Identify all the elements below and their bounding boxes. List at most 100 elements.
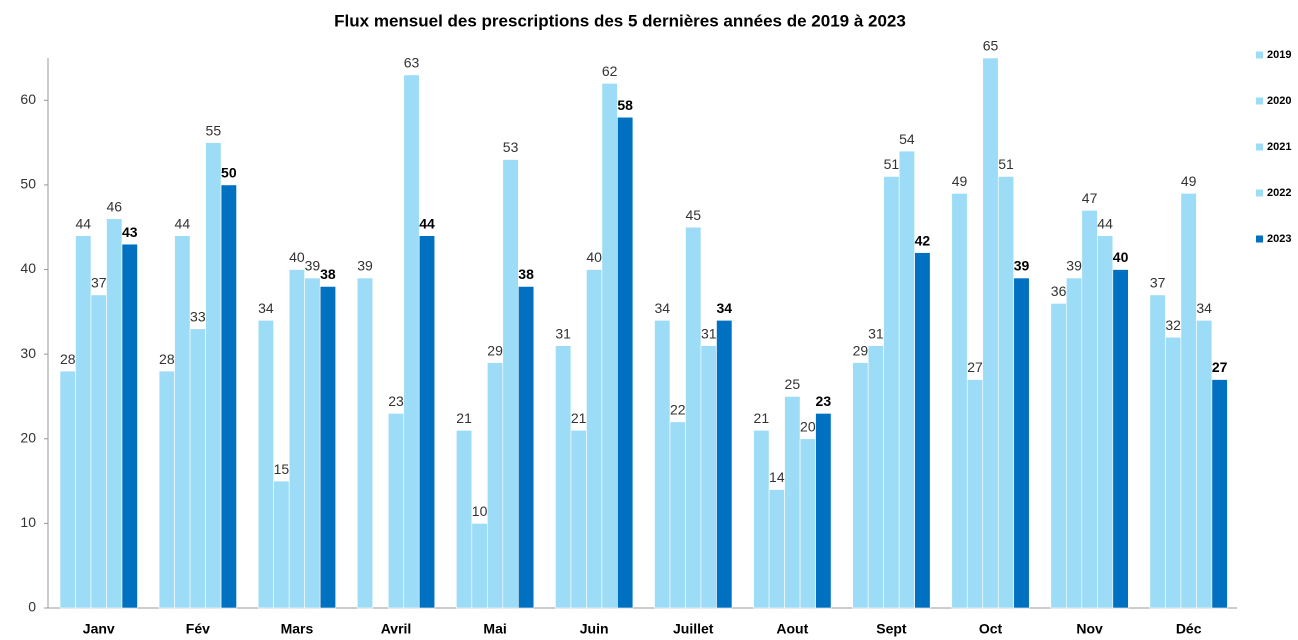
y-tick-label: 40 (20, 260, 36, 276)
data-label: 44 (1097, 215, 1113, 231)
x-tick-label: Juin (580, 621, 609, 637)
bar (1165, 336, 1182, 609)
y-tick-label: 10 (20, 514, 36, 530)
data-label: 45 (685, 207, 701, 223)
chart-title: Flux mensuel des prescriptions des 5 der… (334, 11, 906, 30)
bar (1097, 235, 1114, 609)
bar (914, 252, 931, 609)
data-label: 34 (654, 300, 670, 316)
data-label: 20 (800, 418, 816, 434)
legend-swatch (1256, 189, 1263, 197)
x-tick-label: Janv (83, 621, 115, 637)
x-tick-label: Oct (979, 621, 1003, 637)
bar (220, 184, 237, 609)
bar (319, 286, 336, 609)
data-label: 39 (1066, 258, 1082, 274)
bar (174, 235, 191, 609)
bar (951, 193, 968, 609)
y-tick-label: 30 (20, 345, 36, 361)
data-label: 44 (175, 215, 191, 231)
legend-label: 2019 (1267, 49, 1291, 61)
data-label: 27 (967, 359, 983, 375)
x-tick-label: Sept (876, 621, 907, 637)
data-label: 40 (289, 249, 305, 265)
data-label: 44 (419, 215, 435, 231)
bar (75, 235, 92, 609)
data-label: 21 (571, 410, 587, 426)
bar (257, 320, 274, 609)
data-label: 31 (555, 325, 571, 341)
bar (288, 269, 305, 609)
data-label: 34 (716, 300, 732, 316)
bar (487, 362, 504, 609)
bar (555, 345, 572, 609)
data-label: 62 (602, 63, 618, 79)
bar (753, 430, 770, 609)
x-tick-label: Nov (1076, 621, 1103, 637)
y-tick-label: 60 (20, 91, 36, 107)
data-label: 40 (1113, 249, 1129, 265)
bar (570, 430, 587, 609)
data-label: 46 (106, 198, 122, 214)
data-label: 22 (670, 402, 686, 418)
bar (700, 345, 717, 609)
data-label: 39 (305, 258, 321, 274)
data-label: 21 (754, 410, 770, 426)
data-label: 53 (503, 139, 519, 155)
bar (518, 286, 535, 609)
data-label: 29 (853, 342, 869, 358)
bar (205, 142, 222, 609)
x-tick-label: Mars (281, 621, 314, 637)
data-label: 14 (769, 469, 785, 485)
data-label: 31 (701, 325, 717, 341)
data-label: 47 (1082, 190, 1098, 206)
bar (716, 320, 733, 609)
legend-label: 2020 (1267, 95, 1291, 107)
data-label: 36 (1051, 283, 1067, 299)
data-label: 63 (404, 55, 420, 71)
data-label: 32 (1165, 317, 1181, 333)
y-tick-label: 0 (28, 599, 36, 615)
x-tick-label: Fév (186, 621, 210, 637)
bar (883, 176, 900, 609)
data-label: 27 (1212, 359, 1228, 375)
data-label: 51 (998, 156, 1014, 172)
data-label: 44 (75, 215, 91, 231)
data-label: 10 (472, 503, 488, 519)
data-label: 25 (785, 376, 801, 392)
bar (90, 294, 107, 609)
legend-label: 2022 (1267, 187, 1291, 199)
bar (1211, 379, 1228, 609)
x-tick-label: Mai (483, 621, 506, 637)
data-label: 34 (1196, 300, 1212, 316)
bar (784, 396, 801, 609)
data-label: 15 (274, 461, 290, 477)
bar (1112, 269, 1129, 609)
legend-label: 2021 (1267, 141, 1291, 153)
data-label: 21 (456, 410, 472, 426)
bar (59, 370, 76, 609)
data-label: 49 (1181, 173, 1197, 189)
bar (418, 235, 436, 609)
bar (1180, 193, 1197, 609)
legend-swatch (1256, 143, 1263, 151)
bar (158, 370, 175, 609)
data-label: 31 (868, 325, 884, 341)
bar (898, 150, 915, 609)
data-label: 51 (884, 156, 900, 172)
data-label: 54 (899, 131, 915, 147)
bar (799, 438, 816, 609)
x-tick-label: Déc (1176, 621, 1202, 637)
bar (654, 320, 671, 609)
data-label: 50 (221, 165, 237, 181)
y-tick-label: 20 (20, 429, 36, 445)
bar (189, 328, 206, 609)
legend-label: 2023 (1267, 233, 1291, 245)
bar (669, 421, 686, 609)
bar (586, 269, 603, 609)
data-label: 23 (816, 393, 832, 409)
data-label: 37 (1150, 275, 1166, 291)
data-label: 34 (258, 300, 274, 316)
bar (1149, 294, 1166, 609)
